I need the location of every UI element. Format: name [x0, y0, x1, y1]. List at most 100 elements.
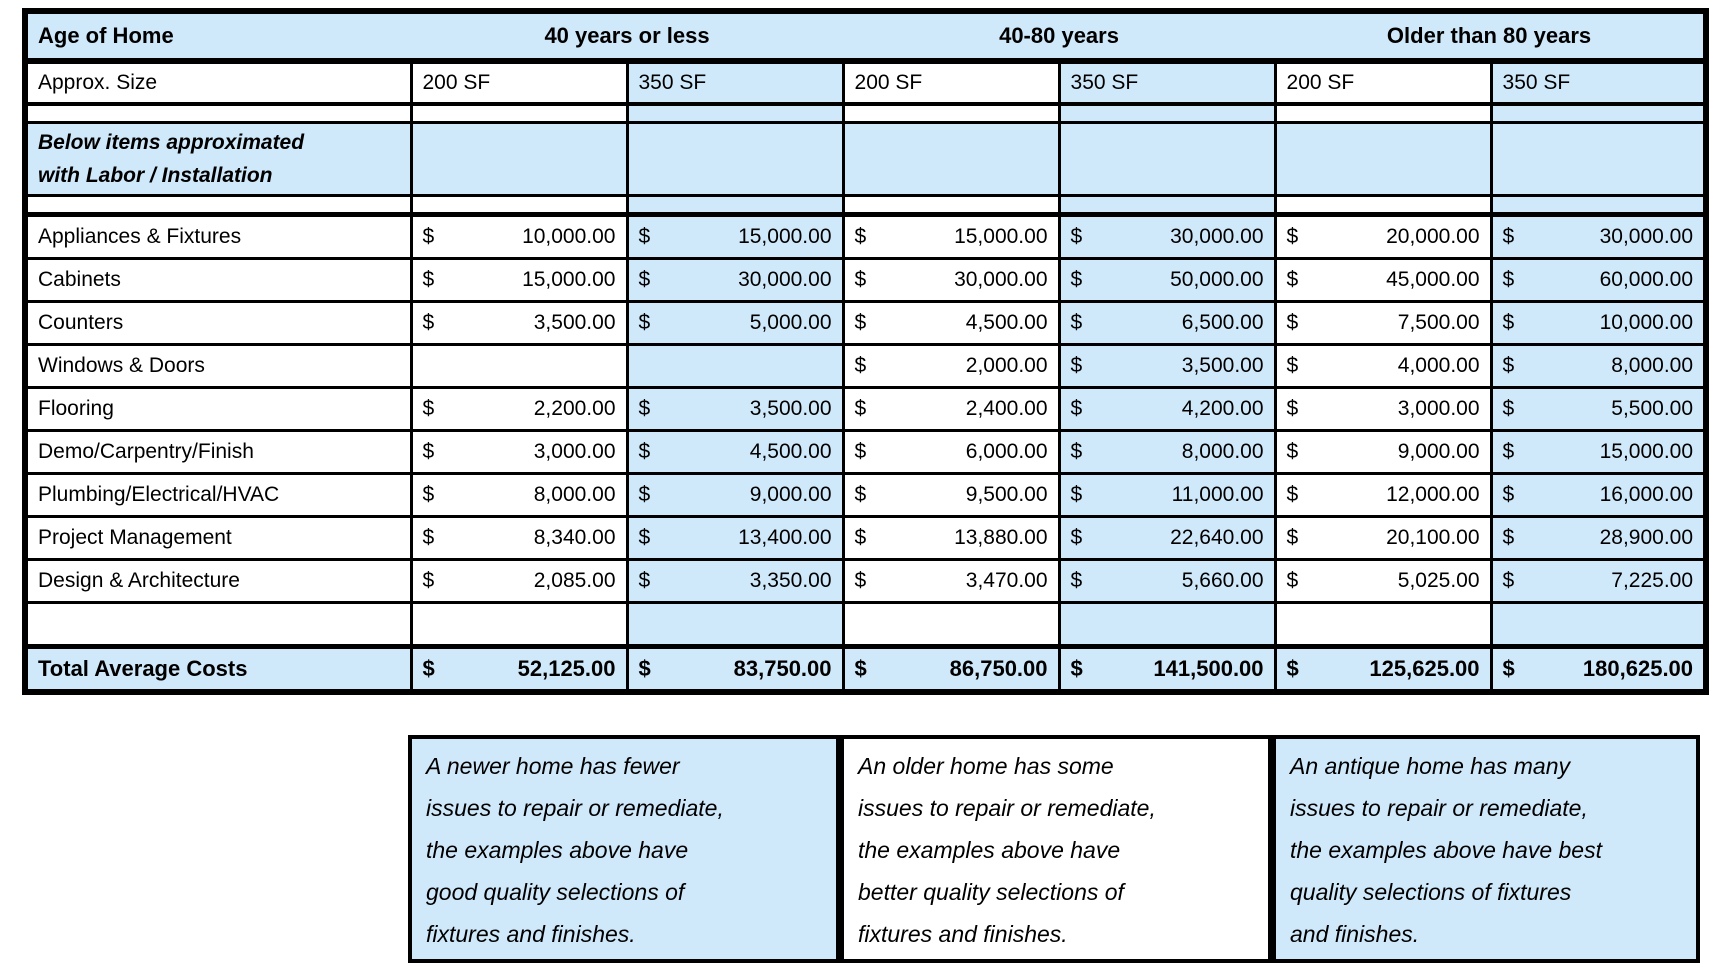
money-cell: $8,000.00	[1489, 343, 1708, 389]
money-cell: $60,000.00	[1489, 257, 1708, 303]
money-cell-empty	[409, 343, 629, 389]
total-cell: $125,625.00	[1273, 645, 1493, 694]
money-cell: $4,500.00	[625, 429, 845, 475]
money-cell: $3,500.00	[1057, 343, 1277, 389]
table-row-project-management: Project Management $8,340.00 $13,400.00 …	[23, 515, 1708, 561]
labor-installation-note: Below items approximated with Labor / In…	[23, 121, 413, 197]
table-row-cabinets: Cabinets $15,000.00 $30,000.00 $30,000.0…	[23, 257, 1708, 303]
spacer-row	[23, 601, 1708, 649]
row-label: Appliances & Fixtures	[23, 213, 413, 260]
money-cell: $5,025.00	[1273, 558, 1493, 604]
money-cell: $4,200.00	[1057, 386, 1277, 432]
size-cell: 350 SF	[1057, 59, 1277, 106]
note-antique-home: An antique home has many issues to repai…	[1272, 735, 1700, 963]
money-cell: $5,000.00	[625, 300, 845, 346]
note-newer-home: A newer home has fewer issues to repair …	[408, 735, 840, 963]
size-row: Approx. Size 200 SF 350 SF 200 SF 350 SF…	[23, 59, 1708, 106]
spacer-row	[23, 194, 1708, 217]
table-row-counters: Counters $3,500.00 $5,000.00 $4,500.00 $…	[23, 300, 1708, 346]
row-label: Design & Architecture	[23, 558, 413, 604]
money-cell: $10,000.00	[1489, 300, 1708, 346]
money-cell: $9,500.00	[841, 472, 1061, 518]
total-cell: $141,500.00	[1057, 645, 1277, 694]
money-cell: $2,200.00	[409, 386, 629, 432]
money-cell: $6,500.00	[1057, 300, 1277, 346]
money-cell: $2,085.00	[409, 558, 629, 604]
money-cell: $9,000.00	[1273, 429, 1493, 475]
money-cell: $3,470.00	[841, 558, 1061, 604]
approx-size-label: Approx. Size	[23, 59, 413, 106]
table-row-flooring: Flooring $2,200.00 $3,500.00 $2,400.00 $…	[23, 386, 1708, 432]
money-cell: $13,880.00	[841, 515, 1061, 561]
money-cell: $3,500.00	[409, 300, 629, 346]
row-label: Plumbing/Electrical/HVAC	[23, 472, 413, 518]
money-cell: $30,000.00	[625, 257, 845, 303]
money-cell: $2,000.00	[841, 343, 1061, 389]
note-row: Below items approximated with Labor / In…	[23, 121, 1708, 197]
money-cell: $3,000.00	[1273, 386, 1493, 432]
money-cell: $28,900.00	[1489, 515, 1708, 561]
money-cell: $45,000.00	[1273, 257, 1493, 303]
money-cell: $20,100.00	[1273, 515, 1493, 561]
money-cell: $7,225.00	[1489, 558, 1708, 604]
row-label: Demo/Carpentry/Finish	[23, 429, 413, 475]
size-cell: 200 SF	[841, 59, 1061, 106]
money-cell: $7,500.00	[1273, 300, 1493, 346]
money-cell: $50,000.00	[1057, 257, 1277, 303]
money-cell: $9,000.00	[625, 472, 845, 518]
total-cell: $52,125.00	[409, 645, 629, 694]
money-cell-empty	[625, 343, 845, 389]
size-cell: 350 SF	[625, 59, 845, 106]
money-cell: $4,000.00	[1273, 343, 1493, 389]
group-header-40-years-or-less: 40 years or less	[411, 9, 844, 64]
row-label: Project Management	[23, 515, 413, 561]
total-cell: $180,625.00	[1489, 645, 1708, 694]
money-cell: $30,000.00	[841, 257, 1061, 303]
money-cell: $5,660.00	[1057, 558, 1277, 604]
note-older-home: An older home has some issues to repair …	[840, 735, 1272, 963]
total-cell: $86,750.00	[841, 645, 1061, 694]
renovation-cost-table: Age of Home 40 years or less 40-80 years…	[22, 8, 1710, 695]
row-label: Windows & Doors	[23, 343, 413, 389]
money-cell: $8,340.00	[409, 515, 629, 561]
header-row: Age of Home 40 years or less 40-80 years…	[25, 9, 1707, 64]
money-cell: $30,000.00	[1057, 213, 1277, 260]
group-header-older-than-80: Older than 80 years	[1275, 9, 1707, 64]
money-cell: $3,350.00	[625, 558, 845, 604]
money-cell: $13,400.00	[625, 515, 845, 561]
money-cell: $4,500.00	[841, 300, 1061, 346]
spacer-row	[23, 102, 1708, 124]
size-cell: 350 SF	[1489, 59, 1708, 106]
size-cell: 200 SF	[409, 59, 629, 106]
age-of-home-header: Age of Home	[25, 9, 411, 64]
total-label: Total Average Costs	[23, 645, 413, 694]
money-cell: $10,000.00	[409, 213, 629, 260]
money-cell: $3,500.00	[625, 386, 845, 432]
group-header-40-80-years: 40-80 years	[843, 9, 1276, 64]
table-row-demo-carpentry: Demo/Carpentry/Finish $3,000.00 $4,500.0…	[23, 429, 1708, 475]
table-row-plumbing-electrical: Plumbing/Electrical/HVAC $8,000.00 $9,00…	[23, 472, 1708, 518]
money-cell: $15,000.00	[1489, 429, 1708, 475]
money-cell: $8,000.00	[1057, 429, 1277, 475]
total-cell: $83,750.00	[625, 645, 845, 694]
money-cell: $30,000.00	[1489, 213, 1708, 260]
row-label: Counters	[23, 300, 413, 346]
money-cell: $15,000.00	[409, 257, 629, 303]
size-cell: 200 SF	[1273, 59, 1493, 106]
money-cell: $22,640.00	[1057, 515, 1277, 561]
money-cell: $3,000.00	[409, 429, 629, 475]
money-cell: $16,000.00	[1489, 472, 1708, 518]
money-cell: $6,000.00	[841, 429, 1061, 475]
table-row-design-architecture: Design & Architecture $2,085.00 $3,350.0…	[23, 558, 1708, 604]
money-cell: $2,400.00	[841, 386, 1061, 432]
money-cell: $15,000.00	[625, 213, 845, 260]
money-cell: $15,000.00	[841, 213, 1061, 260]
money-cell: $5,500.00	[1489, 386, 1708, 432]
table-row-appliances: Appliances & Fixtures $10,000.00 $15,000…	[23, 213, 1708, 260]
money-cell: $20,000.00	[1273, 213, 1493, 260]
money-cell: $8,000.00	[409, 472, 629, 518]
table-row-windows-doors: Windows & Doors $2,000.00 $3,500.00 $4,0…	[23, 343, 1708, 389]
money-cell: $11,000.00	[1057, 472, 1277, 518]
notes-section: A newer home has fewer issues to repair …	[408, 735, 1700, 963]
